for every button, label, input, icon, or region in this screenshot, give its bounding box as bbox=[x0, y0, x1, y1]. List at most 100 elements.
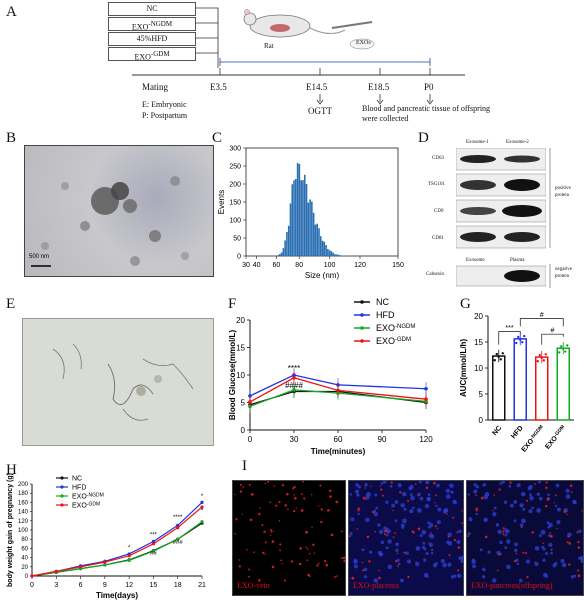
exosome-dot bbox=[306, 548, 309, 550]
nucleus-dot bbox=[516, 562, 520, 566]
nucleus-dot bbox=[385, 546, 389, 550]
nucleus-dot bbox=[419, 496, 424, 501]
exosome-dot bbox=[434, 525, 438, 528]
nucleus-dot bbox=[383, 526, 388, 531]
weight-xtick-label: 21 bbox=[198, 582, 206, 589]
ogtt-ytick-label: 0 bbox=[241, 426, 246, 435]
panel-label-h: H bbox=[6, 462, 17, 478]
exosome-dot bbox=[316, 564, 319, 567]
weight-ytick-label: 40 bbox=[21, 556, 28, 562]
size-xtick-label: 150 bbox=[392, 262, 404, 269]
nucleus-dot bbox=[425, 552, 429, 556]
event-e3-5: E3.5 bbox=[210, 82, 227, 92]
nucleus-dot bbox=[450, 490, 454, 494]
nucleus-dot bbox=[548, 522, 553, 528]
exosome-dot bbox=[365, 498, 367, 501]
nucleus-dot bbox=[363, 567, 368, 572]
exosome-dot bbox=[566, 541, 569, 544]
size-bar bbox=[325, 245, 327, 256]
auc-dot bbox=[544, 353, 547, 356]
exosome-dot bbox=[295, 507, 297, 509]
nucleus-dot bbox=[487, 550, 491, 554]
nucleus-dot bbox=[374, 493, 378, 497]
weight-ytick-label: 160 bbox=[18, 500, 29, 506]
exosome-dot bbox=[275, 504, 278, 507]
nucleus-dot bbox=[397, 562, 401, 566]
auc-dot bbox=[542, 359, 545, 362]
nucleus-dot bbox=[356, 493, 360, 497]
panel-label-c: C bbox=[212, 130, 223, 146]
weight-ytick-label: 20 bbox=[21, 565, 28, 571]
auc-bar bbox=[513, 338, 527, 421]
legend-e: E: Embryonic bbox=[142, 100, 187, 109]
nucleus-dot bbox=[508, 484, 512, 488]
fluor-dots-vein bbox=[234, 481, 345, 582]
nucleus-dot bbox=[409, 493, 413, 497]
exosome-dot bbox=[320, 508, 323, 511]
nucleus-dot bbox=[377, 523, 381, 527]
ogtt-point bbox=[292, 388, 296, 392]
event-mating: Mating bbox=[142, 82, 168, 92]
weight-annotation: * bbox=[201, 509, 204, 515]
nucleus-dot bbox=[435, 504, 438, 508]
weight-ytick-label: 180 bbox=[18, 491, 29, 497]
nucleus-dot bbox=[534, 561, 539, 567]
nucleus-dot bbox=[519, 503, 524, 508]
exosome-dot bbox=[343, 560, 345, 563]
exosome-dot bbox=[577, 569, 580, 572]
auc-dot bbox=[499, 358, 502, 361]
nucleus-dot bbox=[401, 491, 407, 497]
size-ylabel: Events bbox=[217, 190, 226, 214]
exosome-dot bbox=[278, 500, 281, 503]
nucleus-dot bbox=[365, 517, 370, 523]
exosome-dot bbox=[520, 526, 523, 529]
size-xtick-label: 80 bbox=[295, 262, 303, 269]
size-bar bbox=[293, 180, 295, 256]
size-bar bbox=[295, 178, 297, 256]
exosome-dot bbox=[447, 535, 450, 538]
group-exo-ngdm-sup: -NGDM bbox=[148, 20, 173, 28]
nucleus-dot bbox=[389, 484, 393, 488]
exosome-dot bbox=[565, 513, 568, 515]
legend-p: P: Postpartum bbox=[142, 111, 188, 120]
exosome-dot bbox=[307, 573, 310, 577]
nucleus-dot bbox=[483, 494, 489, 500]
ogtt-point bbox=[336, 388, 340, 393]
size-bar bbox=[314, 224, 317, 256]
nucleus-dot bbox=[482, 575, 486, 579]
nucleus-dot bbox=[537, 481, 542, 484]
exosome-dot bbox=[396, 552, 399, 555]
weight-legend-label: HFD bbox=[72, 485, 86, 492]
nucleus-dot bbox=[542, 558, 546, 562]
size-xtick-label: 120 bbox=[354, 262, 366, 269]
exosome-dot bbox=[407, 575, 410, 579]
nucleus-dot bbox=[440, 558, 445, 563]
nucleus-dot bbox=[560, 558, 565, 563]
nucleus-dot bbox=[378, 552, 383, 557]
nucleus-dot bbox=[363, 575, 367, 579]
auc-category-sup: -NGDM bbox=[529, 424, 544, 441]
auc-dot bbox=[515, 341, 518, 345]
exosome-dot bbox=[545, 481, 548, 484]
weight-xtick-label: 3 bbox=[54, 582, 58, 589]
nucleus-dot bbox=[499, 482, 502, 485]
weight-legend-sup: -NGDM bbox=[87, 493, 104, 499]
exosome-dot bbox=[250, 492, 254, 496]
ogtt-ytick-label: 10 bbox=[236, 371, 245, 380]
ogtt-series-line bbox=[249, 377, 427, 403]
exosome-dot bbox=[248, 483, 251, 486]
cell-fibers bbox=[52, 343, 194, 421]
exosome-dot bbox=[261, 524, 264, 526]
weight-xtick-label: 6 bbox=[79, 582, 83, 589]
exosome-dot bbox=[302, 481, 304, 483]
exosome-dot bbox=[271, 565, 275, 569]
weight-point bbox=[127, 554, 131, 558]
blot-neg-row: Calnexin bbox=[426, 272, 445, 277]
exosome-dot bbox=[392, 509, 394, 512]
weight-xtick-label: 12 bbox=[125, 582, 133, 589]
panel-label-d: D bbox=[418, 130, 429, 146]
weight-annotation: ## bbox=[150, 551, 157, 557]
weight-xlabel: Time(days) bbox=[96, 591, 138, 600]
exosome-dot bbox=[480, 496, 484, 500]
weight-legend-marker bbox=[60, 476, 64, 480]
